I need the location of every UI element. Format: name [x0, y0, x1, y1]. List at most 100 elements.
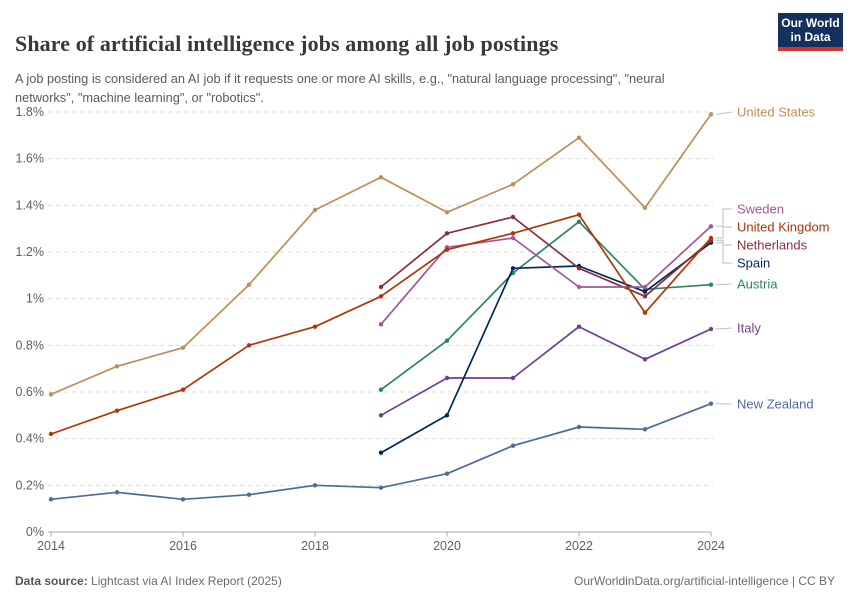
label-connector-spain [716, 242, 732, 264]
series-point-new-zealand-2020 [444, 471, 450, 476]
series-point-italy-2019 [378, 413, 384, 418]
x-tick-label-2016: 2016 [169, 539, 197, 553]
series-label-austria[interactable]: Austria [737, 277, 778, 292]
series-point-united-kingdom-2016 [180, 387, 186, 392]
y-tick-label-0.8%: 0.8% [16, 338, 45, 352]
series-label-sweden[interactable]: Sweden [737, 202, 784, 217]
series-point-sweden-2021 [510, 235, 516, 241]
series-point-united-kingdom-2014 [48, 431, 54, 437]
series-point-italy-2023 [642, 357, 648, 362]
series-point-united-states-2014 [48, 392, 54, 397]
series-point-united-kingdom-2019 [378, 294, 384, 299]
y-tick-label-1.8%: 1.8% [16, 105, 45, 119]
chart-footer: Data source: Lightcast via AI Index Repo… [15, 574, 835, 588]
series-point-netherlands-2020 [444, 231, 450, 236]
series-point-new-zealand-2018 [312, 483, 318, 488]
series-point-new-zealand-2023 [642, 427, 648, 432]
y-tick-label-0.6%: 0.6% [16, 385, 45, 399]
series-point-italy-2021 [510, 375, 516, 381]
x-tick-label-2020: 2020 [433, 539, 461, 553]
series-line-italy [380, 325, 712, 417]
y-tick-label-1.4%: 1.4% [16, 198, 45, 212]
series-point-new-zealand-2022 [576, 424, 582, 430]
series-point-united-states-2023 [642, 205, 648, 210]
series-label-italy[interactable]: Italy [737, 321, 761, 336]
series-point-united-kingdom-2024 [708, 235, 714, 241]
series-line-spain [380, 241, 712, 454]
y-tick-label-0.2%: 0.2% [16, 478, 45, 492]
y-tick-label-1.6%: 1.6% [16, 152, 45, 166]
y-tick-label-1%: 1% [26, 292, 44, 306]
series-point-netherlands-2019 [378, 284, 384, 290]
label-connector-united-kingdom [716, 226, 732, 239]
label-connector-austria [715, 283, 733, 286]
series-point-united-kingdom-2023 [642, 310, 648, 315]
label-connector-sweden [716, 208, 732, 227]
series-label-spain[interactable]: Spain [737, 256, 770, 271]
series-point-united-states-2018 [312, 207, 318, 213]
data-source: Data source: Lightcast via AI Index Repo… [15, 574, 282, 588]
page-subtitle: A job posting is considered an AI job if… [15, 70, 665, 105]
label-connector-italy [715, 327, 733, 330]
series-point-sweden-2022 [576, 284, 582, 290]
series-point-austria-2019 [378, 387, 384, 392]
data-source-label: Data source: [15, 574, 88, 588]
y-tick-label-1.2%: 1.2% [16, 245, 45, 259]
series-point-italy-2020 [444, 375, 450, 381]
series-label-united-states[interactable]: United States [737, 105, 816, 120]
x-tick-label-2024: 2024 [697, 539, 725, 553]
series-label-netherlands[interactable]: Netherlands [737, 238, 808, 253]
series-point-united-kingdom-2018 [312, 324, 318, 329]
series-label-new-zealand[interactable]: New Zealand [737, 397, 814, 412]
series-point-netherlands-2022 [576, 266, 582, 271]
series-point-united-kingdom-2022 [576, 212, 582, 217]
series-label-united-kingdom[interactable]: United Kingdom [737, 220, 830, 235]
series-point-sweden-2023 [642, 284, 648, 290]
series-point-spain-2020 [444, 413, 450, 418]
series-line-sweden [380, 225, 712, 326]
series-point-united-states-2024 [708, 112, 714, 117]
series-point-united-states-2021 [510, 182, 516, 187]
series-point-austria-2024 [708, 282, 714, 287]
series-point-new-zealand-2021 [510, 443, 516, 448]
series-point-united-kingdom-2021 [510, 231, 516, 236]
series-point-new-zealand-2017 [246, 492, 252, 497]
series-point-united-states-2016 [180, 345, 186, 350]
series-point-netherlands-2023 [642, 294, 648, 299]
series-point-united-states-2015 [114, 364, 120, 369]
label-connector-united-states [715, 111, 733, 115]
series-point-new-zealand-2024 [708, 401, 714, 406]
series-line-austria [380, 220, 712, 391]
owid-logo-line2: in Data [790, 30, 831, 44]
data-source-text: Lightcast via AI Index Report (2025) [87, 574, 282, 588]
series-point-new-zealand-2014 [48, 497, 54, 502]
series-point-united-states-2017 [246, 282, 252, 287]
series-point-united-states-2022 [576, 135, 582, 140]
series-point-new-zealand-2019 [378, 485, 384, 490]
series-point-united-kingdom-2017 [246, 343, 252, 348]
y-tick-label-0%: 0% [26, 525, 44, 539]
x-tick-label-2018: 2018 [301, 539, 329, 553]
owid-logo[interactable]: Our World in Data [778, 13, 843, 51]
series-point-austria-2020 [444, 338, 450, 343]
series-point-spain-2021 [510, 266, 516, 271]
x-tick-label-2014: 2014 [37, 539, 65, 553]
label-connector-netherlands [716, 239, 732, 246]
series-point-spain-2019 [378, 450, 384, 455]
owid-logo-line1: Our World [781, 16, 840, 30]
series-point-united-states-2020 [444, 210, 450, 215]
series-point-united-kingdom-2020 [444, 247, 450, 252]
series-point-austria-2022 [576, 219, 582, 224]
series-point-spain-2023 [642, 289, 648, 294]
credit-line[interactable]: OurWorldinData.org/artificial-intelligen… [574, 574, 835, 588]
series-point-italy-2024 [708, 326, 714, 332]
series-point-united-states-2019 [378, 175, 384, 180]
series-point-netherlands-2021 [510, 214, 516, 220]
x-tick-label-2022: 2022 [565, 539, 593, 553]
series-point-sweden-2019 [378, 322, 384, 327]
series-point-italy-2022 [576, 324, 582, 329]
series-point-united-kingdom-2015 [114, 408, 120, 413]
series-point-new-zealand-2015 [114, 490, 120, 495]
